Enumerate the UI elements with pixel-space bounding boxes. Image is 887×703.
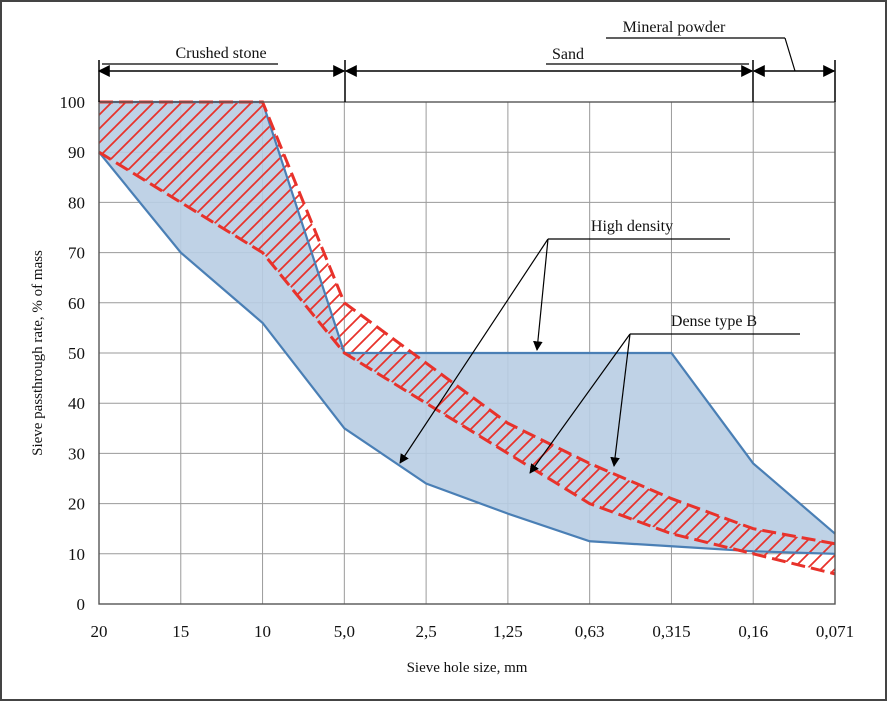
y-tick-label: 20 (68, 495, 85, 514)
dense-type-b-label: Dense type B (671, 313, 757, 330)
y-tick-label: 80 (68, 193, 85, 212)
x-tick-label: 2,5 (415, 622, 436, 641)
y-tick-label: 50 (68, 344, 85, 363)
x-tick-label: 0,16 (738, 622, 768, 641)
x-tick-label: 5,0 (334, 622, 355, 641)
y-tick-label: 90 (68, 143, 85, 162)
y-tick-label: 0 (77, 595, 86, 614)
mineral-powder-label: Mineral powder (623, 19, 726, 36)
dense-type-b-arrow-upper (610, 333, 631, 467)
x-tick-label: 1,25 (493, 622, 523, 641)
fraction-bars: Crushed stone Sand Mineral powder (97, 19, 836, 102)
y-tick-label: 70 (68, 244, 85, 263)
x-axis-label: Sieve hole size, mm (407, 660, 528, 676)
dense-type-b-area (99, 102, 835, 574)
y-tick-label: 30 (68, 444, 85, 463)
y-tick-label: 100 (60, 93, 86, 112)
dense-type-b-lower-line (98, 150, 836, 576)
y-tick-label: 60 (68, 294, 85, 313)
crushed-stone-label: Crushed stone (175, 45, 266, 62)
plot-border (98, 101, 836, 605)
sand-label: Sand (552, 46, 584, 63)
x-tick-label: 0,071 (816, 622, 854, 641)
y-tick-labels: 0 10 20 30 40 50 60 70 80 90 100 (60, 93, 86, 614)
high-density-label: High density (591, 218, 673, 235)
plot-area-border (98, 101, 836, 605)
mineral-powder-leader-slant (784, 37, 796, 72)
dense-type-b-hatch (99, 102, 835, 574)
x-tick-label: 15 (172, 622, 189, 641)
x-tick-label: 10 (254, 622, 271, 641)
x-tick-labels: 20 15 10 5,0 2,5 1,25 0,63 0,315 0,16 0,071 (91, 622, 855, 641)
high-density-arrow-lower (399, 238, 549, 464)
y-tick-label: 10 (68, 545, 85, 564)
x-tick-label: 0,63 (575, 622, 605, 641)
y-axis-label: Sieve passthrough rate, % of mass (30, 250, 46, 456)
high-density-arrow-upper (533, 238, 549, 351)
y-tick-label: 40 (68, 394, 85, 413)
x-tick-label: 20 (91, 622, 108, 641)
dense-type-b-arrow-lower (529, 333, 631, 474)
high-density-lower-line (98, 151, 836, 555)
callouts: High density Dense type B (399, 218, 800, 474)
x-tick-label: 0,315 (652, 622, 690, 641)
